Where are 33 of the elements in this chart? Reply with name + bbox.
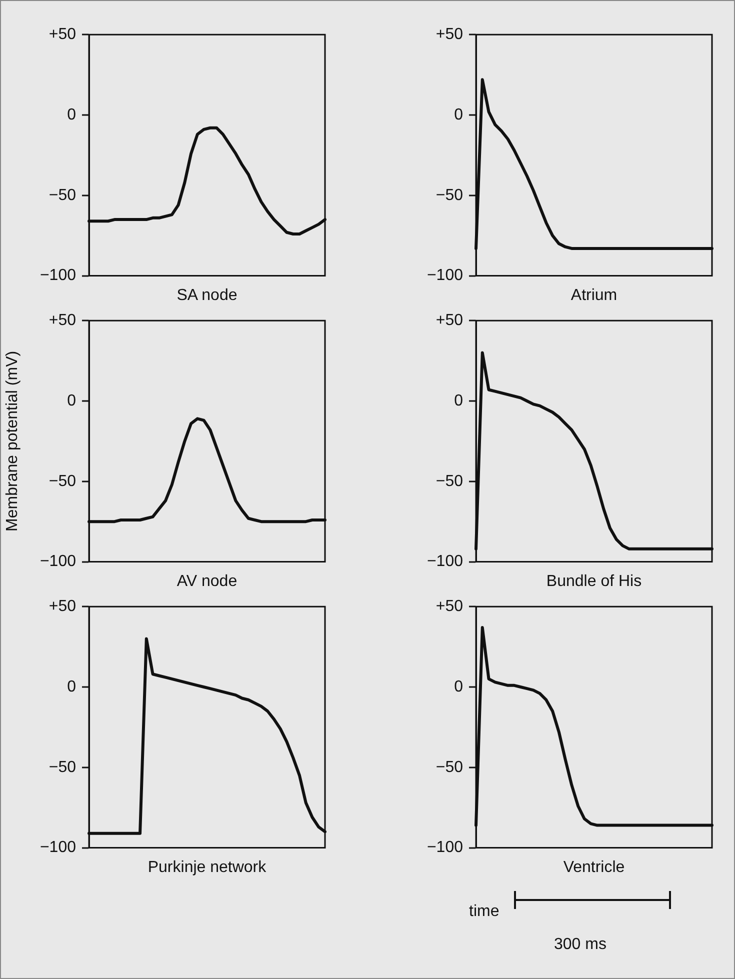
y-tick-label: −50	[48, 472, 76, 490]
y-tick-label: 0	[67, 392, 76, 410]
y-tick-label: +50	[48, 598, 76, 616]
x-axis-title: SA node	[176, 286, 238, 304]
y-axis-title: Membrane potential (mV)	[4, 350, 22, 532]
y-tick-label: −50	[436, 758, 464, 776]
y-tick-label: −100	[40, 553, 76, 570]
x-axis-title: Bundle of His	[546, 572, 642, 590]
text: 300 ms	[554, 936, 606, 954]
y-tick-label: 0	[67, 106, 76, 124]
x-axis-title: Ventricle	[563, 858, 625, 876]
y-tick-label: 0	[454, 106, 464, 124]
y-tick-label: +50	[48, 312, 76, 330]
y-tick-label: −50	[48, 758, 76, 776]
y-tick-label: −100	[426, 839, 464, 856]
x-axis-title: AV node	[176, 572, 238, 590]
x-axis-title: Atrium	[570, 286, 618, 304]
y-tick-label: −50	[436, 186, 464, 204]
y-tick-label: +50	[436, 26, 464, 44]
y-tick-label: −50	[48, 186, 76, 204]
y-tick-label: 0	[67, 678, 76, 696]
y-tick-label: −100	[426, 553, 464, 570]
y-tick-label: −100	[40, 839, 76, 856]
text: time	[469, 903, 500, 921]
y-tick-label: +50	[436, 312, 464, 330]
y-tick-label: −100	[40, 267, 76, 284]
y-tick-label: 0	[454, 678, 464, 696]
y-tick-label: 0	[454, 392, 464, 410]
x-axis-title: Purkinje network	[148, 858, 268, 876]
y-tick-label: −50	[436, 472, 464, 490]
y-tick-label: +50	[48, 26, 76, 44]
y-tick-label: −100	[426, 267, 464, 284]
y-tick-label: +50	[436, 598, 464, 616]
